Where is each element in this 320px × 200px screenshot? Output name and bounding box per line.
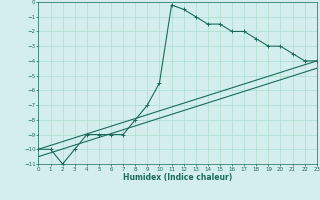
- X-axis label: Humidex (Indice chaleur): Humidex (Indice chaleur): [123, 173, 232, 182]
